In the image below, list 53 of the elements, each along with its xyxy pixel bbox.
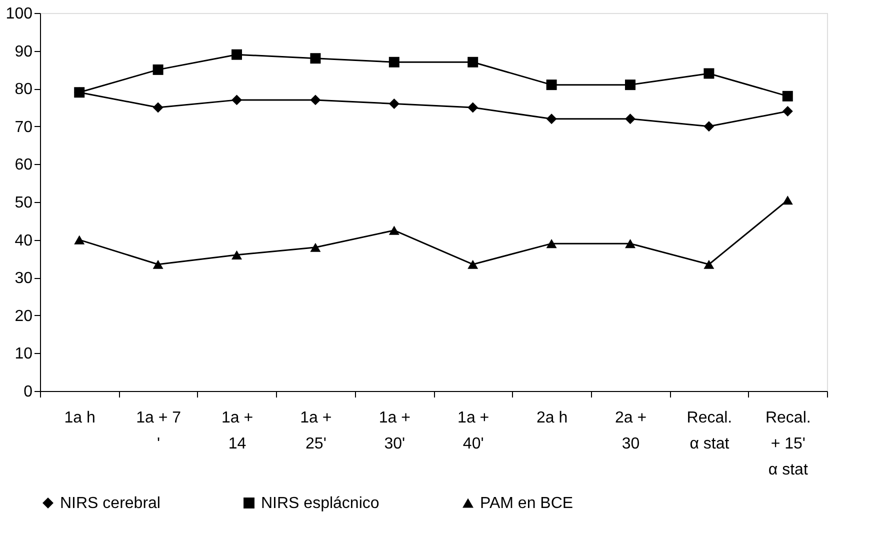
point: [468, 102, 478, 113]
point: [546, 114, 557, 124]
point: [74, 87, 85, 98]
y-tick-label: 10: [14, 346, 33, 363]
point: [704, 121, 714, 132]
x-tick-label: 1a + 7 ': [136, 410, 182, 452]
point: [388, 226, 400, 235]
point: [782, 196, 793, 205]
point: [232, 94, 242, 106]
point: [704, 260, 714, 269]
x-tick-label: Recal. + 15' α stat: [765, 410, 811, 478]
point: [782, 90, 793, 102]
point: [152, 260, 164, 269]
y-tick-label: 20: [14, 308, 33, 325]
point: [152, 102, 164, 113]
point: [74, 235, 85, 244]
legend-label: NIRS esplácnico: [261, 495, 380, 512]
point: [232, 250, 242, 260]
point: [704, 68, 714, 79]
point: [388, 56, 400, 68]
point: [625, 239, 636, 248]
x-tick-label: 2a + 30: [614, 410, 647, 452]
x-tick-label: Recal. α stat: [686, 410, 732, 452]
legend-label: NIRS cerebral: [60, 495, 160, 512]
point: [310, 53, 321, 64]
point: [625, 114, 636, 124]
y-tick-label: 100: [6, 6, 33, 22]
point: [546, 80, 557, 90]
x-tick-label: 1a + 40': [458, 410, 490, 452]
y-tick-label: 0: [24, 384, 33, 400]
point: [388, 98, 400, 109]
point: [152, 64, 164, 75]
x-tick-label: 1a h: [64, 410, 96, 426]
legend-label: PAM en BCE: [480, 495, 574, 512]
point: [468, 260, 478, 269]
point: [310, 242, 321, 252]
point: [782, 106, 793, 117]
point: [546, 239, 557, 248]
y-tick-label: 50: [14, 194, 33, 212]
y-tick-label: 40: [14, 232, 33, 250]
y-tick-label: 70: [14, 118, 33, 136]
x-tick-label: 1a + 30': [378, 410, 410, 452]
x-tick-label: 2a h: [536, 410, 568, 426]
point: [468, 56, 478, 68]
y-tick-label: 30: [14, 270, 33, 288]
y-tick-label: 80: [14, 81, 33, 98]
x-tick-label: 1a + 25': [300, 410, 332, 452]
x-tick-label: 1a + 14: [221, 410, 254, 452]
point: [232, 49, 242, 60]
point: [625, 80, 636, 90]
point: [310, 94, 321, 106]
y-tick-label: 60: [14, 156, 33, 174]
y-tick-label: 90: [14, 43, 33, 60]
